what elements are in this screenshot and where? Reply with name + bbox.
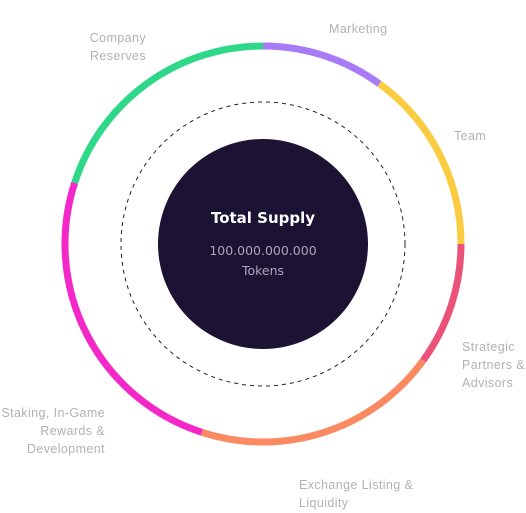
- ring-segment-1: [377, 80, 465, 245]
- ring-segment-3: [200, 358, 427, 446]
- ring-segment-0: [262, 42, 382, 87]
- label-marketing: Marketing: [329, 22, 388, 36]
- center-amount: 100.000.000.000: [209, 243, 316, 258]
- label-company-reserves: Company Reserves: [89, 31, 146, 63]
- center-title: Total Supply: [211, 209, 315, 227]
- label-staking: Staking, In-Game Rewards & Development: [1, 406, 105, 456]
- ring-segment-2: [420, 243, 465, 363]
- label-team: Team: [454, 129, 487, 143]
- label-strategic-partners: Strategic Partners & Advisors: [462, 340, 526, 390]
- dashed-inner-ring: [120, 101, 406, 387]
- center-disc: [158, 139, 368, 349]
- ring-segment-4: [61, 181, 203, 436]
- ring-segments: [61, 42, 465, 446]
- center-unit: Tokens: [241, 263, 284, 278]
- ring-segment-5: [71, 42, 264, 184]
- label-exchange-listing: Exchange Listing & Liquidity: [299, 478, 414, 510]
